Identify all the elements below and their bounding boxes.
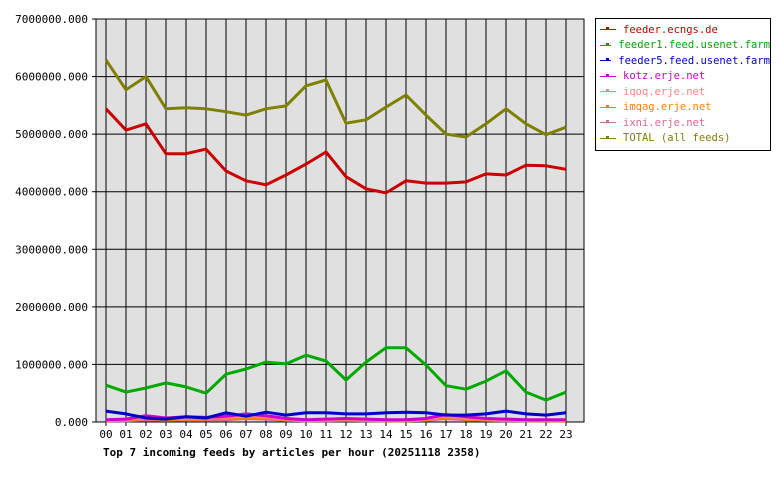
series-line-feeder1-feed-usenet-farm xyxy=(105,346,567,402)
legend-swatch-icon xyxy=(600,42,612,49)
legend-label: feeder1.feed.usenet.farm xyxy=(618,39,770,52)
x-tick-label: 08 xyxy=(259,428,272,441)
chart-title: Top 7 incoming feeds by articles per hou… xyxy=(103,446,481,459)
y-tick-label: 6000000.000 xyxy=(15,71,88,84)
legend-swatch-icon xyxy=(600,73,616,80)
x-tick-label: 18 xyxy=(459,428,472,441)
legend-item: imqag.erje.net xyxy=(596,100,770,116)
legend-label: kotz.erje.net xyxy=(623,70,706,83)
x-tick-label: 22 xyxy=(539,428,552,441)
x-tick-label: 16 xyxy=(419,428,432,441)
series-lines xyxy=(104,59,567,423)
legend-label: feeder.ecngs.de xyxy=(623,23,718,36)
y-tick-label: 2000000.000 xyxy=(15,301,88,314)
legend-swatch-icon xyxy=(600,119,616,126)
x-tick-label: 14 xyxy=(379,428,393,441)
series-line-total-all-feeds- xyxy=(104,59,567,139)
y-tick-label: 3000000.000 xyxy=(15,243,88,256)
y-tick-label: 7000000.000 xyxy=(15,13,88,26)
legend-swatch-icon xyxy=(600,26,616,33)
y-tick-label: 4000000.000 xyxy=(15,186,88,199)
plot-area xyxy=(95,18,585,423)
x-tick-label: 00 xyxy=(99,428,112,441)
legend-swatch-icon xyxy=(600,104,616,111)
legend: feeder.ecngs.de feeder1.feed.usenet.farm f… xyxy=(595,18,771,151)
x-tick-label: 09 xyxy=(279,428,292,441)
legend-item: kotz.erje.net xyxy=(596,69,770,85)
y-axis-ticks: 0.000 1000000.000 2000000.000 3000000.000 40… xyxy=(15,13,96,429)
x-tick-label: 23 xyxy=(559,428,572,441)
x-tick-label: 05 xyxy=(199,428,212,441)
legend-item: TOTAL (all feeds) xyxy=(596,131,770,147)
x-tick-label: 06 xyxy=(219,428,232,441)
series-line-feeder5-feed-usenet-farm xyxy=(105,409,567,421)
legend-item: ixni.erje.net xyxy=(596,115,770,131)
x-tick-label: 07 xyxy=(239,428,252,441)
series-line-feeder-ecngs-de xyxy=(104,107,567,195)
x-tick-label: 10 xyxy=(299,428,312,441)
x-tick-label: 19 xyxy=(479,428,492,441)
legend-item: iqoq.erje.net xyxy=(596,84,770,100)
legend-item: feeder5.feed.usenet.farm xyxy=(596,53,770,69)
legend-item: feeder1.feed.usenet.farm xyxy=(596,38,770,54)
grid-lines xyxy=(96,19,584,426)
x-tick-label: 13 xyxy=(359,428,372,441)
y-tick-label: 0.000 xyxy=(55,416,88,429)
x-axis-ticks: 00 01 02 03 04 05 06 07 08 09 10 11 12 13 14 15 16 17 18 19… xyxy=(99,428,572,441)
legend-label: imqag.erje.net xyxy=(623,101,712,114)
x-tick-label: 15 xyxy=(399,428,412,441)
legend-label: ixni.erje.net xyxy=(623,116,706,129)
x-tick-label: 04 xyxy=(179,428,193,441)
x-tick-label: 17 xyxy=(439,428,452,441)
legend-label: iqoq.erje.net xyxy=(623,85,706,98)
x-tick-label: 03 xyxy=(159,428,172,441)
legend-item: feeder.ecngs.de xyxy=(596,22,770,38)
x-tick-label: 11 xyxy=(319,428,332,441)
x-tick-label: 12 xyxy=(339,428,352,441)
x-tick-label: 01 xyxy=(119,428,132,441)
legend-swatch-icon xyxy=(600,88,616,95)
x-tick-label: 20 xyxy=(499,428,512,441)
y-tick-label: 1000000.000 xyxy=(15,358,88,371)
legend-swatch-icon xyxy=(600,135,616,142)
legend-label: TOTAL (all feeds) xyxy=(623,132,731,145)
legend-swatch-icon xyxy=(600,57,612,64)
y-tick-label: 5000000.000 xyxy=(15,128,88,141)
legend-label: feeder5.feed.usenet.farm xyxy=(618,54,770,67)
x-tick-label: 21 xyxy=(519,428,532,441)
x-tick-label: 02 xyxy=(139,428,152,441)
